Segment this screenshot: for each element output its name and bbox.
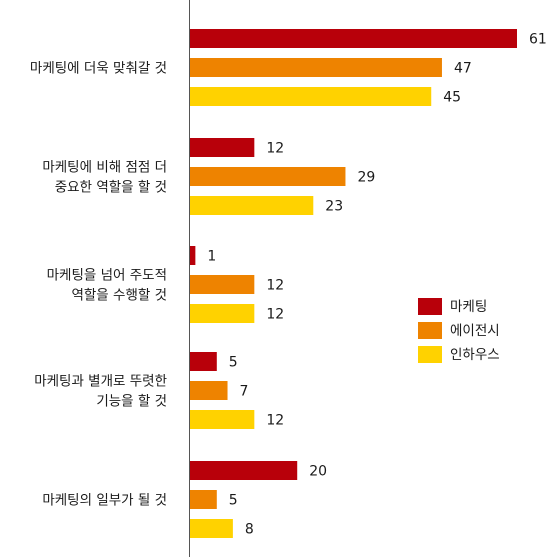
bar: [190, 381, 228, 400]
value-label: 12: [266, 141, 284, 157]
value-label: 12: [266, 278, 284, 294]
value-label: 5: [229, 355, 238, 371]
category-label: 역할을 수행할 것: [71, 288, 167, 304]
legend-swatch: [418, 346, 442, 363]
legend-swatch: [418, 298, 442, 315]
value-label: 61: [529, 32, 547, 48]
value-label: 7: [240, 384, 249, 400]
bar: [190, 490, 217, 509]
value-label: 23: [325, 199, 343, 215]
bar: [190, 29, 517, 48]
category-label: 중요한 역할을 할 것: [55, 180, 167, 196]
bar: [190, 275, 255, 294]
legend-swatch: [418, 322, 442, 339]
bar: [190, 167, 346, 186]
value-label: 12: [266, 413, 284, 429]
value-label: 8: [245, 522, 254, 538]
bar: [190, 519, 233, 538]
value-label: 29: [357, 170, 375, 186]
bar: [190, 304, 255, 323]
value-label: 47: [454, 61, 472, 77]
bar: [190, 352, 217, 371]
bar: [190, 246, 196, 265]
bars: [190, 29, 517, 538]
legend-label: 에이전시: [450, 323, 500, 339]
bar: [190, 196, 314, 215]
category-label: 마케팅에 비해 점점 더: [42, 160, 167, 176]
bar: [190, 410, 255, 429]
category-label: 기능을 할 것: [96, 394, 167, 410]
bar: [190, 461, 298, 480]
category-label: 마케팅에 더욱 맞춰갈 것: [30, 61, 167, 77]
legend-label: 인하우스: [450, 347, 500, 363]
value-label: 5: [229, 493, 238, 509]
category-label: 마케팅과 별개로 뚜렷한: [34, 374, 167, 390]
bar: [190, 58, 442, 77]
bar: [190, 87, 432, 106]
bar: [190, 138, 255, 157]
value-label: 12: [266, 307, 284, 323]
category-label: 마케팅의 일부가 될 것: [42, 493, 167, 509]
value-label: 1: [207, 249, 216, 265]
value-label: 45: [443, 90, 461, 106]
value-label: 20: [309, 464, 327, 480]
category-label: 마케팅을 넘어 주도적: [47, 268, 167, 284]
legend-label: 마케팅: [450, 299, 487, 315]
